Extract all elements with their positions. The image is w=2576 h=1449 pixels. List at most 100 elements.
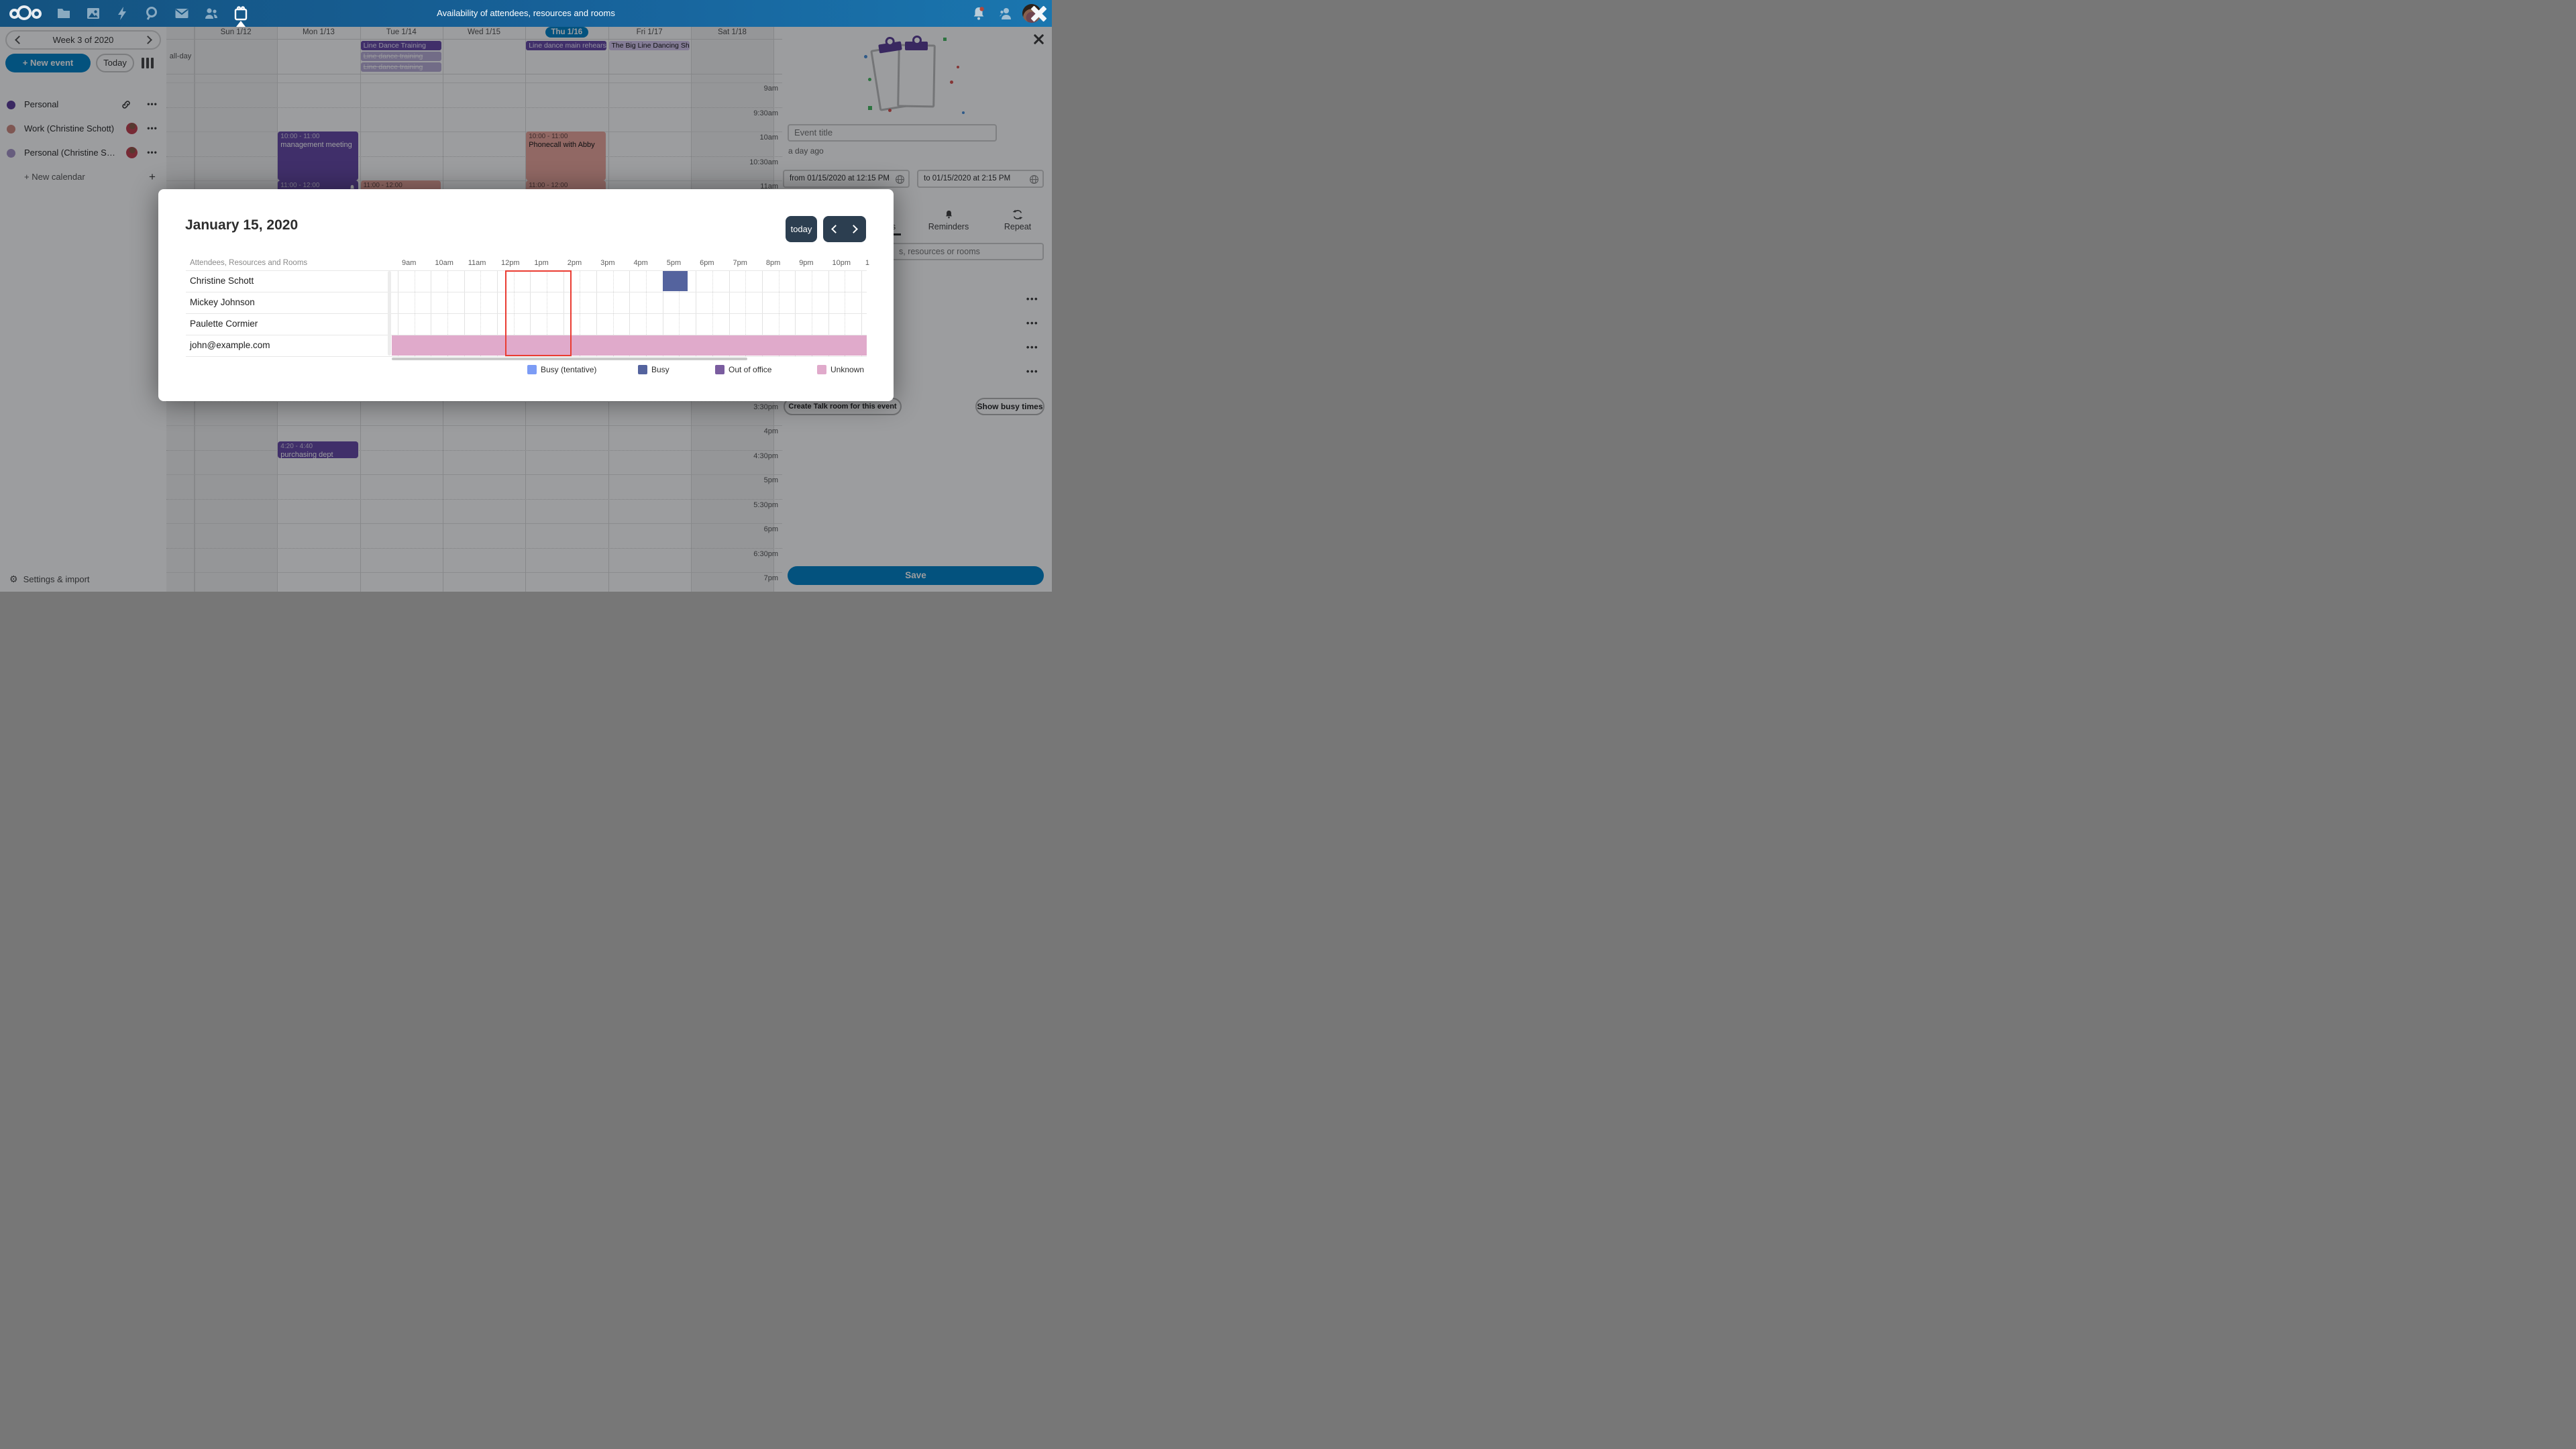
end-datetime-field[interactable]: to 01/15/2020 at 2:15 PM — [917, 170, 1044, 188]
modal-hour-label: 6pm — [700, 259, 714, 267]
page-title: Availability of attendees, resources and… — [437, 8, 615, 18]
modal-hour-label: 10pm — [832, 259, 851, 267]
today-button[interactable]: Today — [96, 54, 134, 72]
time-label: 9am — [763, 85, 778, 93]
new-calendar-item[interactable]: + New calendar + — [0, 166, 166, 188]
modal-hour-label: 8pm — [765, 259, 781, 267]
day-header-row — [166, 27, 782, 40]
day-header-thu[interactable]: Thu 1/16 — [525, 27, 608, 39]
show-busy-times-button[interactable]: Show busy times — [975, 398, 1044, 415]
time-label: 7pm — [763, 574, 778, 582]
day-header-fri[interactable]: Fri 1/17 — [636, 28, 663, 36]
time-slot-line — [166, 523, 782, 524]
settings-label: Settings & import — [23, 574, 90, 584]
modal-hour-label: 3pm — [600, 259, 615, 267]
calendar-owner-avatar — [126, 147, 138, 158]
grid-vertical-scrollbar[interactable] — [388, 271, 391, 356]
calendar-list-item[interactable]: Personal ••• — [0, 94, 166, 115]
day-header-tue[interactable]: Tue 1/14 — [386, 28, 417, 36]
legend-swatch — [527, 365, 537, 374]
timezone-globe-icon[interactable] — [1029, 174, 1039, 184]
notifications-bell-icon[interactable] — [971, 5, 987, 21]
calendar-list-item[interactable]: Personal (Christine Scho…)••• — [0, 142, 166, 164]
calendar-event[interactable]: 4:20 - 4:40 purchasing dept — [278, 441, 358, 458]
attendee-options-button[interactable]: ••• — [1026, 294, 1039, 304]
legend-swatch — [715, 365, 724, 374]
calendar-menu-button[interactable]: ••• — [147, 123, 158, 133]
all-day-row — [166, 39, 782, 74]
modal-hour-label: 9am — [402, 259, 417, 267]
attendee-options-button[interactable]: ••• — [1026, 342, 1039, 352]
attendees-column-header: Attendees, Resources and Rooms — [190, 259, 308, 267]
attendee-options-button[interactable]: ••• — [1026, 318, 1039, 328]
calendar-event[interactable]: 10:00 - 11:00 management meeting — [278, 131, 358, 180]
calendar-icon[interactable] — [233, 5, 249, 21]
calendar-color-dot — [7, 125, 15, 133]
event-time: 10:00 - 11:00 — [529, 133, 568, 140]
attendee-options-button[interactable]: ••• — [1026, 366, 1039, 376]
tab-repeat[interactable]: Repeat — [984, 209, 1051, 231]
attendee-row-border — [186, 356, 867, 357]
timezone-globe-icon[interactable] — [895, 174, 905, 184]
time-label: 10:30am — [749, 158, 778, 166]
all-day-event[interactable]: Line dance training — [360, 62, 441, 72]
all-day-event[interactable]: Line Dance Training — [360, 41, 441, 50]
modal-hour-label: 2pm — [567, 259, 582, 267]
legend-label: Busy (tentative) — [541, 365, 597, 374]
modal-today-button[interactable]: today — [786, 216, 817, 242]
mail-icon[interactable] — [174, 5, 190, 21]
grid-horizontal-scrollbar[interactable] — [392, 358, 747, 360]
calendar-event[interactable]: 10:00 - 11:00 Phonecall with Abby — [526, 131, 606, 180]
share-link-icon[interactable] — [121, 99, 131, 113]
time-slot-line — [166, 156, 782, 157]
start-datetime-field[interactable]: from 01/15/2020 at 12:15 PM — [783, 170, 910, 188]
calendar-list-item[interactable]: Work (Christine Schott) ••• — [0, 118, 166, 140]
availability-modal: January 15, 2020 today Attendees, Resour… — [158, 189, 894, 401]
calendar-menu-button[interactable]: ••• — [147, 99, 158, 109]
modal-next-day-button[interactable] — [845, 216, 866, 242]
selected-time-range[interactable] — [505, 270, 572, 356]
event-time: 11:00 - 12:00 — [529, 182, 568, 189]
day-header-sat[interactable]: Sat 1/18 — [718, 28, 747, 36]
modal-close-icon[interactable] — [1027, 3, 1047, 23]
repeat-icon — [984, 209, 1051, 220]
photos-icon[interactable] — [85, 5, 101, 21]
event-title-input[interactable]: Event title — [788, 124, 997, 142]
nextcloud-logo-icon[interactable] — [9, 5, 42, 22]
view-toggle-icon[interactable] — [142, 58, 155, 68]
modal-hour-label: 10am — [435, 259, 453, 267]
day-header-wed[interactable]: Wed 1/15 — [468, 28, 501, 36]
legend-swatch — [638, 365, 647, 374]
contacts-menu-icon[interactable] — [998, 5, 1014, 21]
modal-hour-label: 11am — [468, 259, 486, 267]
time-label: 4pm — [763, 427, 778, 435]
calendar-menu-button[interactable]: ••• — [147, 148, 158, 157]
availability-grid: Attendees, Resources and Rooms 9am 10am 11… — [158, 255, 869, 362]
week-navigation: Week 3 of 2020 — [5, 30, 161, 50]
calendar-color-dot — [7, 101, 15, 109]
all-day-event[interactable]: Line dance training — [360, 52, 441, 61]
modal-previous-day-button[interactable] — [823, 216, 845, 242]
event-title: management meeting — [280, 141, 352, 149]
all-day-event[interactable]: Line dance main rehearsal — [526, 41, 607, 50]
all-day-event[interactable]: The Big Line Dancing Show — [608, 41, 690, 50]
event-title: Phonecall with Abby — [529, 141, 595, 149]
modal-nav-group — [823, 216, 866, 242]
plus-icon: + — [149, 170, 156, 183]
contacts-icon[interactable] — [203, 5, 219, 21]
day-header-sun[interactable]: Sun 1/12 — [220, 28, 252, 36]
search-icon[interactable] — [144, 5, 160, 21]
tab-reminders[interactable]: Reminders — [915, 209, 982, 231]
activity-icon[interactable] — [115, 5, 131, 21]
week-label[interactable]: Week 3 of 2020 — [52, 35, 114, 45]
save-button[interactable]: Save — [788, 566, 1044, 585]
settings-button[interactable]: ⚙ Settings & import — [9, 574, 90, 585]
day-header-mon[interactable]: Mon 1/13 — [302, 28, 335, 36]
time-label: 11am — [760, 182, 778, 191]
modal-hour-label: 5pm — [666, 259, 682, 267]
nextcloud-calendar-app: Availability of attendees, resources and… — [0, 0, 1052, 592]
new-event-button[interactable]: + New event — [5, 54, 91, 72]
notifications-badge — [979, 7, 984, 11]
files-icon[interactable] — [56, 5, 72, 21]
active-app-indicator — [236, 21, 246, 27]
